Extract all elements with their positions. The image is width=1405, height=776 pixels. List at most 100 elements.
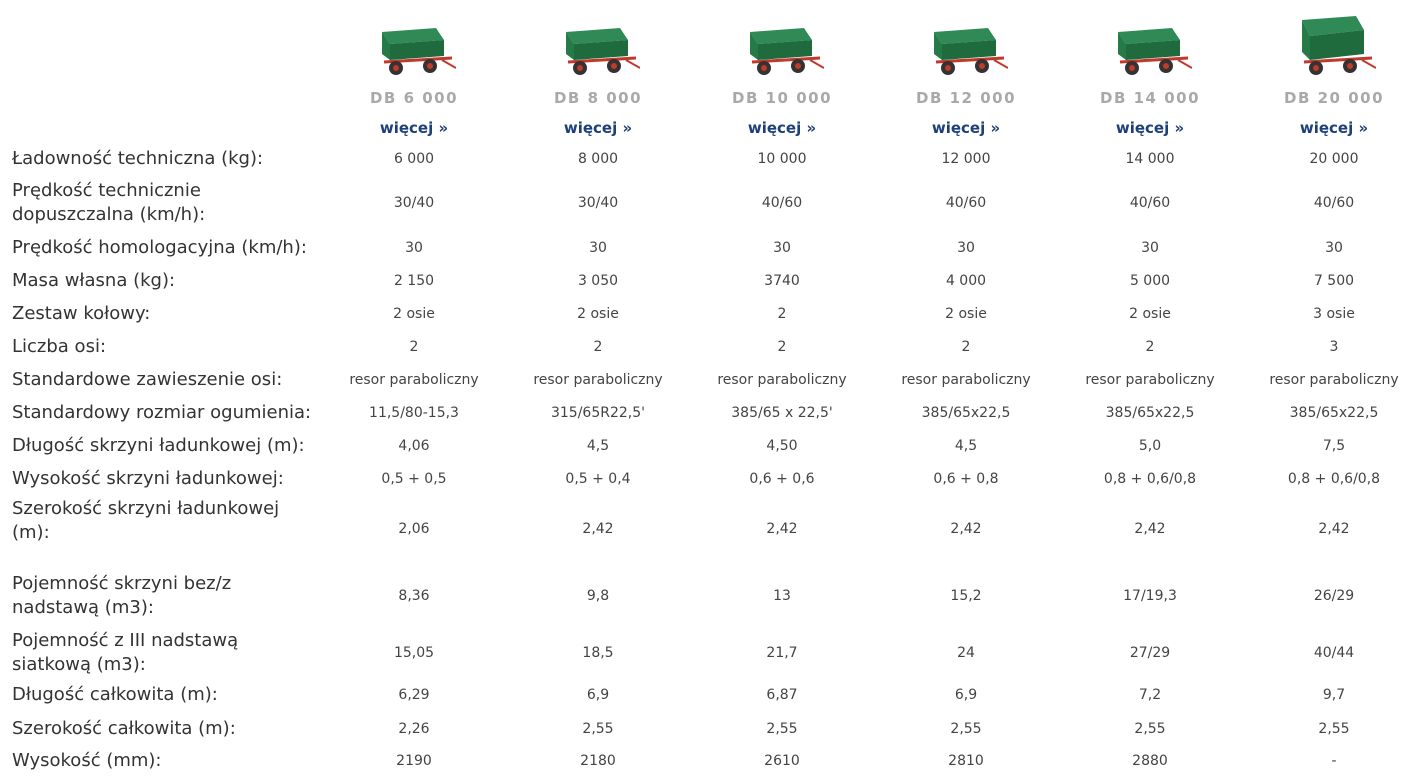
cell-value: 2810 <box>948 753 984 769</box>
cell-value: 40/60 <box>946 195 986 211</box>
product-image[interactable] <box>556 10 640 80</box>
product-name: DB 6 000 <box>370 89 458 107</box>
cell-value: 2 <box>410 339 419 355</box>
cell-value: 5 000 <box>1130 273 1170 289</box>
cell-value: 15,05 <box>394 645 434 661</box>
cell-value: 2190 <box>396 753 432 769</box>
cell-value: resor paraboliczny <box>349 372 478 388</box>
cell-value: 9,8 <box>587 588 609 604</box>
cell-value: 0,6 + 0,8 <box>933 471 998 487</box>
row-label: Liczba osi: <box>12 330 317 363</box>
cell-value: 3 050 <box>578 273 618 289</box>
cell-value: 7,2 <box>1139 687 1161 703</box>
cell-value: 30/40 <box>394 195 434 211</box>
row-label: Masa własna (kg): <box>12 264 317 297</box>
product-name: DB 10 000 <box>732 89 832 107</box>
row-label: Szerokość skrzyni ładunkowej (m): <box>12 495 317 565</box>
cell-value: 6 000 <box>394 151 434 167</box>
cell-value: 0,8 + 0,6/0,8 <box>1104 471 1196 487</box>
cell-value: 6,9 <box>955 687 977 703</box>
row-label: Pojemność skrzyni bez/z nadstawą (m3): <box>12 563 317 628</box>
more-link[interactable]: więcej » <box>748 119 816 137</box>
more-link[interactable]: więcej » <box>932 119 1000 137</box>
row-label: Szerokość całkowita (m): <box>12 712 317 745</box>
row-label: Wysokość (mm): <box>12 745 317 776</box>
row-label: Wysokość skrzyni ładunkowej: <box>12 462 317 495</box>
product-name: DB 12 000 <box>916 89 1016 107</box>
cell-value: 40/60 <box>1130 195 1170 211</box>
cell-value: 30 <box>1325 240 1343 256</box>
cell-value: 2,42 <box>582 521 613 537</box>
cell-value: 13 <box>773 588 791 604</box>
row-label: Pojemność z III nadstawą siatkową (m3): <box>12 628 317 678</box>
more-link[interactable]: więcej » <box>564 119 632 137</box>
cell-value: 2 <box>962 339 971 355</box>
row-label: Standardowy rozmiar ogumienia: <box>12 396 317 429</box>
cell-value: 0,8 + 0,6/0,8 <box>1288 471 1380 487</box>
cell-value: 11,5/80-15,3 <box>369 405 459 421</box>
cell-value: 6,9 <box>587 687 609 703</box>
cell-value: 0,6 + 0,6 <box>749 471 814 487</box>
cell-value: 3 osie <box>1313 306 1355 322</box>
cell-value: 24 <box>957 645 975 661</box>
cell-value: 4 000 <box>946 273 986 289</box>
product-image[interactable] <box>1292 10 1376 80</box>
row-label: Zestaw kołowy: <box>12 297 317 330</box>
cell-value: 2,26 <box>398 721 429 737</box>
cell-value: 385/65x22,5 <box>1106 405 1195 421</box>
comparison-table: DB 6 000 więcej » DB 8 000 więcej » DB 10 … <box>0 0 1405 776</box>
cell-value: 17/19,3 <box>1123 588 1177 604</box>
cell-value: 0,5 + 0,5 <box>381 471 446 487</box>
cell-value: 2 osie <box>577 306 619 322</box>
cell-value: 8 000 <box>578 151 618 167</box>
cell-value: 2 <box>778 306 787 322</box>
cell-value: 8,36 <box>398 588 429 604</box>
cell-value: 7,5 <box>1323 438 1345 454</box>
more-link[interactable]: więcej » <box>1116 119 1184 137</box>
cell-value: 2,55 <box>1134 721 1165 737</box>
cell-value: 2 osie <box>393 306 435 322</box>
cell-value: 2 <box>594 339 603 355</box>
cell-value: 2,55 <box>582 721 613 737</box>
cell-value: 30/40 <box>578 195 618 211</box>
cell-value: 385/65x22,5 <box>1290 405 1379 421</box>
cell-value: resor paraboliczny <box>1085 372 1214 388</box>
cell-value: 2880 <box>1132 753 1168 769</box>
cell-value: - <box>1331 753 1336 769</box>
cell-value: 40/60 <box>762 195 802 211</box>
cell-value: 15,2 <box>950 588 981 604</box>
row-label: Standardowe zawieszenie osi: <box>12 363 317 396</box>
cell-value: 26/29 <box>1314 588 1354 604</box>
more-link[interactable]: więcej » <box>1300 119 1368 137</box>
cell-value: 2,42 <box>950 521 981 537</box>
row-label: Długość skrzyni ładunkowej (m): <box>12 429 317 462</box>
cell-value: 2,55 <box>950 721 981 737</box>
more-link[interactable]: więcej » <box>380 119 448 137</box>
cell-value: 2,42 <box>766 521 797 537</box>
product-image[interactable] <box>740 10 824 80</box>
cell-value: 7 500 <box>1314 273 1354 289</box>
cell-value: 0,5 + 0,4 <box>565 471 630 487</box>
cell-value: 385/65 x 22,5' <box>731 405 832 421</box>
cell-value: 40/60 <box>1314 195 1354 211</box>
product-name: DB 14 000 <box>1100 89 1200 107</box>
cell-value: 2,55 <box>766 721 797 737</box>
cell-value: 4,06 <box>398 438 429 454</box>
cell-value: resor paraboliczny <box>1269 372 1398 388</box>
product-image[interactable] <box>924 10 1008 80</box>
cell-value: resor paraboliczny <box>533 372 662 388</box>
cell-value: 385/65x22,5 <box>922 405 1011 421</box>
cell-value: 9,7 <box>1323 687 1345 703</box>
cell-value: 21,7 <box>766 645 797 661</box>
product-image[interactable] <box>1108 10 1192 80</box>
cell-value: 30 <box>405 240 423 256</box>
cell-value: resor paraboliczny <box>717 372 846 388</box>
page: {"products": [ {"name": "DB 6 000", "lin… <box>0 0 1405 776</box>
cell-value: 2 osie <box>1129 306 1171 322</box>
cell-value: 2 150 <box>394 273 434 289</box>
cell-value: 2,55 <box>1318 721 1349 737</box>
product-name: DB 8 000 <box>554 89 642 107</box>
cell-value: 20 000 <box>1310 151 1359 167</box>
cell-value: 5,0 <box>1139 438 1161 454</box>
product-image[interactable] <box>372 10 456 80</box>
